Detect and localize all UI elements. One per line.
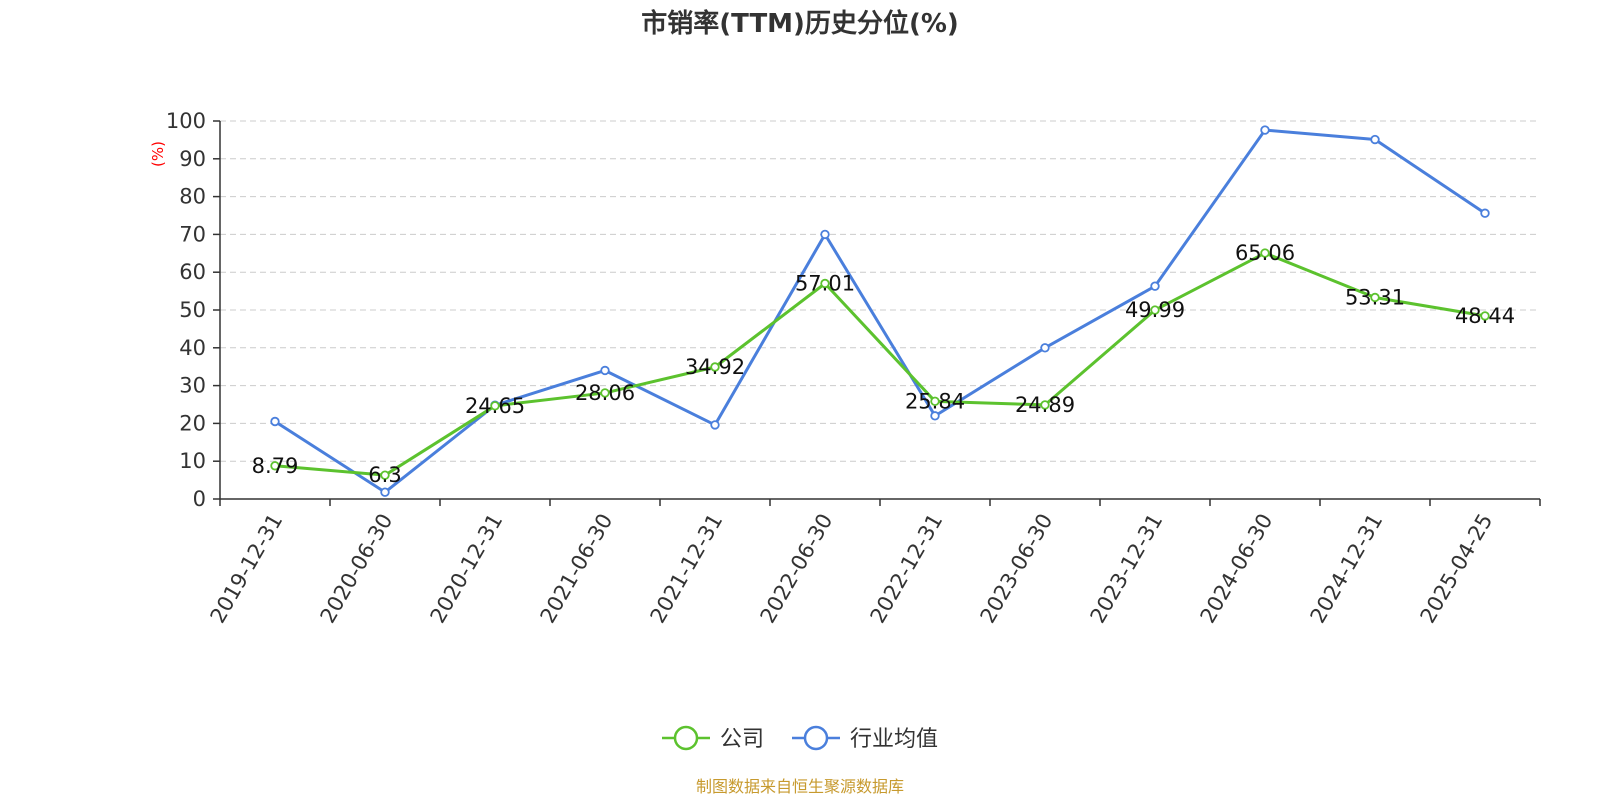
y-tick-label: 40 bbox=[179, 336, 206, 360]
y-ticks: 0 10 20 30 40 50 60 70 80 90 100 bbox=[166, 109, 220, 511]
series-line-0 bbox=[274, 251, 1486, 477]
y-tick-label: 30 bbox=[179, 374, 206, 398]
chart-title: 市销率(TTM)历史分位(%) bbox=[641, 8, 959, 39]
x-tick-label: 2023-12-31 bbox=[1086, 510, 1168, 628]
x-tick-label: 2020-12-31 bbox=[426, 510, 508, 628]
x-tick-label: 2024-06-30 bbox=[1196, 510, 1278, 628]
data-label: 24.65 bbox=[465, 394, 525, 418]
y-tick-label: 90 bbox=[179, 147, 206, 171]
x-tick-label: 2021-12-31 bbox=[646, 510, 728, 628]
y-tick-label: 80 bbox=[179, 185, 206, 209]
data-point bbox=[600, 388, 610, 398]
data-label: 57.01 bbox=[795, 272, 855, 296]
x-tick-label: 2024-12-31 bbox=[1306, 510, 1388, 628]
data-point bbox=[820, 229, 830, 240]
legend-label: 行业均值 bbox=[850, 727, 938, 752]
data-point bbox=[710, 362, 720, 372]
y-tick-label: 10 bbox=[179, 449, 206, 473]
data-label: 8.79 bbox=[252, 454, 299, 478]
series-group bbox=[270, 125, 1490, 497]
legend-marker bbox=[803, 725, 829, 751]
y-axis-label: (%) bbox=[149, 141, 167, 167]
x-tick-label: 2022-12-31 bbox=[866, 510, 948, 628]
x-tick-label: 2021-06-30 bbox=[536, 510, 618, 628]
data-point bbox=[930, 396, 940, 407]
data-point bbox=[380, 487, 390, 497]
x-tick-label: 2020-06-30 bbox=[316, 510, 398, 628]
y-tick-label: 100 bbox=[166, 109, 206, 133]
data-label: 24.89 bbox=[1015, 393, 1075, 417]
y-tick-label: 70 bbox=[179, 222, 206, 246]
data-label: 53.31 bbox=[1345, 285, 1405, 309]
y-tick-label: 50 bbox=[179, 298, 206, 322]
data-label: 49.99 bbox=[1125, 298, 1185, 322]
data-label: 6.3 bbox=[368, 463, 401, 487]
data-point bbox=[380, 470, 390, 480]
x-tick-label: 2025-04-25 bbox=[1416, 510, 1498, 628]
data-label: 48.44 bbox=[1455, 304, 1515, 328]
grid bbox=[220, 120, 1540, 462]
data-point bbox=[710, 420, 720, 430]
data-point bbox=[1150, 305, 1160, 315]
data-point bbox=[820, 278, 830, 289]
x-ticks: 2019-12-31 2020-06-30 2020-12-31 2021-06-30… bbox=[206, 499, 1541, 628]
data-point bbox=[1480, 311, 1490, 321]
data-label: 65.06 bbox=[1235, 241, 1295, 265]
series-line-1 bbox=[274, 128, 1486, 494]
x-tick-label: 2023-06-30 bbox=[976, 510, 1058, 628]
data-point bbox=[1480, 208, 1490, 218]
data-point bbox=[270, 461, 280, 471]
y-tick-label: 20 bbox=[179, 411, 206, 435]
y-tick-label: 0 bbox=[193, 487, 206, 511]
x-tick-label: 2019-12-31 bbox=[206, 510, 288, 628]
data-point bbox=[1040, 400, 1050, 410]
data-point bbox=[490, 401, 500, 411]
data-point bbox=[600, 365, 610, 376]
data-point bbox=[1260, 125, 1270, 135]
data-point bbox=[930, 411, 940, 421]
data-label: 25.84 bbox=[905, 389, 965, 413]
legend-label: 公司 bbox=[720, 727, 764, 752]
data-labels: 8.79 6.3 24.65 28.06 34.92 57.01 25.84 24.89 49.… bbox=[252, 241, 1515, 487]
legend-marker bbox=[673, 725, 699, 751]
data-point bbox=[1370, 134, 1380, 145]
data-label: 28.06 bbox=[575, 381, 635, 405]
y-tick-label: 60 bbox=[179, 260, 206, 284]
x-tick-label: 2022-06-30 bbox=[756, 510, 838, 628]
legend[interactable]: 公司 行业均值 bbox=[662, 725, 938, 752]
source-note: 制图数据来自恒生聚源数据库 bbox=[696, 777, 904, 796]
data-point bbox=[270, 416, 280, 427]
data-point bbox=[1150, 281, 1160, 291]
data-label: 34.92 bbox=[685, 355, 745, 379]
data-point bbox=[1040, 343, 1050, 353]
data-point bbox=[1260, 248, 1270, 258]
data-point bbox=[1370, 292, 1380, 303]
